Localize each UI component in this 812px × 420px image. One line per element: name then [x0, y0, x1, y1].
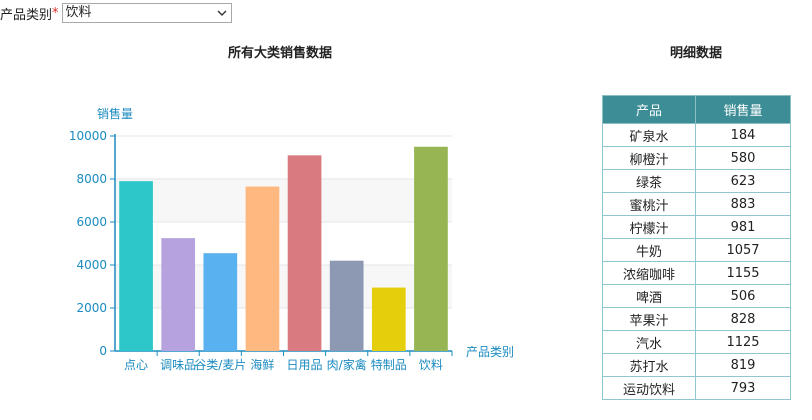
product-cell: 浓缩咖啡 [603, 262, 696, 285]
table-row: 啤酒 506 [603, 285, 791, 308]
column-header-sales: 销售量 [696, 96, 791, 124]
bar-8 [414, 147, 448, 351]
grid-band [115, 179, 452, 222]
x-tick-label: 饮料 [419, 358, 443, 372]
y-tick-label: 0 [99, 344, 107, 358]
product-cell: 矿泉水 [603, 124, 696, 147]
x-tick-label: 特制品 [371, 357, 407, 372]
sales-cell: 623 [696, 170, 791, 193]
table-row: 苹果汁 828 [603, 308, 791, 331]
table-row: 柠檬汁 981 [603, 216, 791, 239]
y-tick-label: 10000 [69, 129, 107, 143]
table-header-row: 产品 销售量 [603, 96, 791, 124]
table-title: 明细数据 [602, 42, 790, 61]
bar-5 [288, 155, 322, 351]
table-row: 蜜桃汁 883 [603, 193, 791, 216]
x-tick-label: 点心 [124, 358, 148, 372]
sales-cell: 1125 [696, 331, 791, 354]
table-row: 牛奶 1057 [603, 239, 791, 262]
y-tick-label: 2000 [76, 301, 107, 315]
product-cell: 运动饮料 [603, 377, 696, 400]
sales-cell: 819 [696, 354, 791, 377]
sales-cell: 793 [696, 377, 791, 400]
bar-6 [330, 261, 364, 351]
detail-table: 产品 销售量 矿泉水 184 柳橙汁 580 绿茶 623 蜜桃汁 883 柠檬汁 981 牛奶 10… [602, 95, 791, 400]
product-cell: 蜜桃汁 [603, 193, 696, 216]
product-cell: 柠檬汁 [603, 216, 696, 239]
sales-bar-chart: 0 2000 4000 6000 8000 10000 销售量产品类别点心 调味品谷类/麦片海… [0, 0, 600, 420]
column-header-product: 产品 [603, 96, 696, 124]
y-tick-label: 4000 [76, 258, 107, 272]
product-cell: 苹果汁 [603, 308, 696, 331]
y-axis-label: 销售量 [97, 106, 133, 121]
x-axis-label: 产品类别 [466, 345, 514, 359]
product-cell: 绿茶 [603, 170, 696, 193]
x-tick-label: 肉/家禽 [327, 357, 367, 372]
x-tick-label: 谷类/麦片 [194, 358, 246, 372]
product-cell: 柳橙汁 [603, 147, 696, 170]
table-row: 绿茶 623 [603, 170, 791, 193]
bar-1 [119, 181, 153, 351]
sales-cell: 981 [696, 216, 791, 239]
sales-cell: 883 [696, 193, 791, 216]
sales-cell: 506 [696, 285, 791, 308]
x-tick-label: 调味品 [160, 358, 196, 372]
table-row: 浓缩咖啡 1155 [603, 262, 791, 285]
product-cell: 苏打水 [603, 354, 696, 377]
table-row: 矿泉水 184 [603, 124, 791, 147]
sales-cell: 580 [696, 147, 791, 170]
sales-cell: 1057 [696, 239, 791, 262]
table-row: 汽水 1125 [603, 331, 791, 354]
y-tick-label: 8000 [76, 172, 107, 186]
sales-cell: 184 [696, 124, 791, 147]
sales-cell: 828 [696, 308, 791, 331]
y-tick-label: 6000 [76, 215, 107, 229]
x-tick-label: 日用品 [287, 358, 323, 372]
product-cell: 汽水 [603, 331, 696, 354]
table-row: 苏打水 819 [603, 354, 791, 377]
x-tick-label: 海鲜 [250, 357, 274, 372]
table-row: 柳橙汁 580 [603, 147, 791, 170]
bar-3 [203, 253, 237, 351]
bar-4 [246, 187, 280, 351]
table-row: 运动饮料 793 [603, 377, 791, 400]
sales-cell: 1155 [696, 262, 791, 285]
product-cell: 牛奶 [603, 239, 696, 262]
bar-7 [372, 288, 406, 351]
product-cell: 啤酒 [603, 285, 696, 308]
bar-2 [161, 238, 195, 351]
